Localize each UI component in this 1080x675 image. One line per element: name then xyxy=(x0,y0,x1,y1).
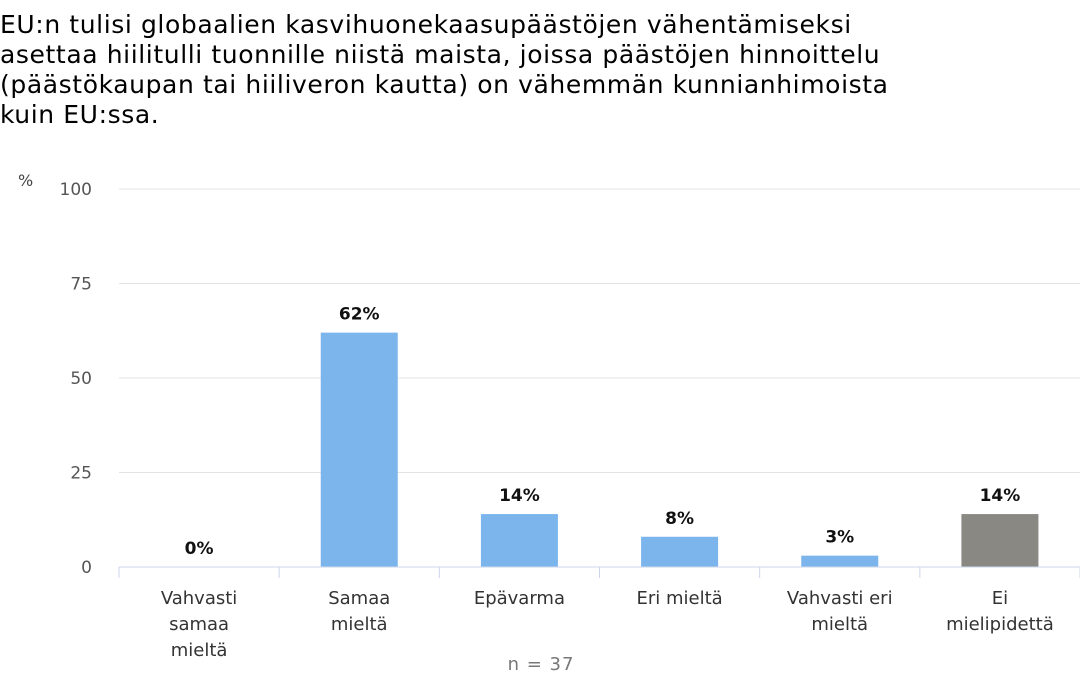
data-label: 0% xyxy=(185,539,214,559)
y-axis-unit: % xyxy=(18,171,33,190)
y-axis: 0 25 50 75 100 xyxy=(60,180,92,578)
bar xyxy=(480,514,558,567)
data-label: 62% xyxy=(339,305,380,325)
chart-title: EU:n tulisi globaalien kasvihuonekaasupä… xyxy=(0,10,889,129)
y-tick-label: 100 xyxy=(60,180,92,200)
x-category-label: Eri mieltä xyxy=(636,588,722,609)
x-category-label: samaa xyxy=(169,614,229,635)
bar xyxy=(641,536,719,567)
bar xyxy=(801,555,879,567)
x-category-label: Ei xyxy=(992,588,1008,609)
x-category-label: Vahvasti xyxy=(161,588,237,609)
data-label: 14% xyxy=(980,486,1021,506)
y-tick-label: 25 xyxy=(70,464,92,484)
bar xyxy=(320,332,398,567)
data-label: 14% xyxy=(499,486,540,506)
gridlines xyxy=(119,188,1080,473)
x-category-label: mielipidettä xyxy=(946,614,1054,635)
x-category-label: Epävarma xyxy=(474,588,565,609)
y-tick-label: 75 xyxy=(70,275,92,295)
bars: 0% 62% 14% 8% 3% 14% xyxy=(185,305,1039,567)
x-category-label: mieltä xyxy=(171,640,228,661)
bar xyxy=(961,514,1039,567)
x-category-label: mieltä xyxy=(331,614,388,635)
x-category-label: Samaa xyxy=(328,588,390,609)
sample-size-note: n = 37 xyxy=(508,654,575,675)
y-tick-label: 0 xyxy=(81,558,92,578)
x-axis: Vahvasti samaa mieltä Samaa mieltä Epävarma Er… xyxy=(118,566,1080,661)
data-label: 8% xyxy=(665,509,694,529)
x-category-label: mieltä xyxy=(811,614,868,635)
data-label: 3% xyxy=(825,528,854,548)
x-category-label: Vahvasti eri xyxy=(787,588,893,609)
y-tick-label: 50 xyxy=(70,369,92,389)
